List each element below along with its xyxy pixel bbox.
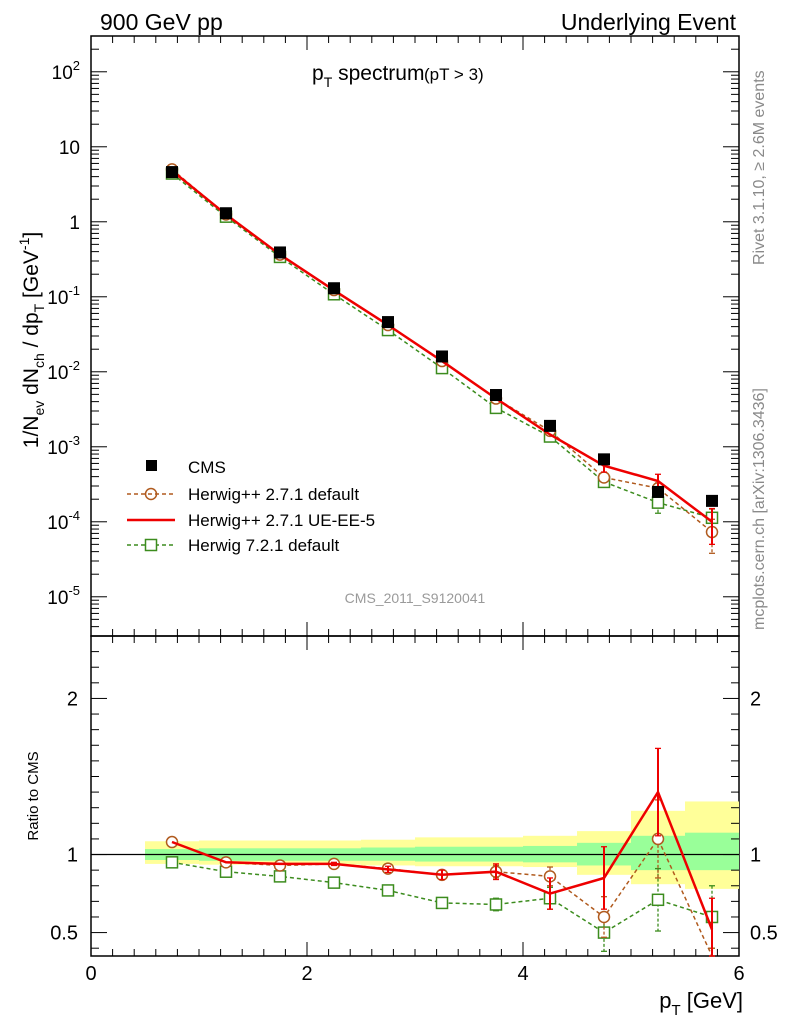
legend: CMS Herwig++ 2.7.1 default Herwig++ 2.7.… — [127, 458, 375, 555]
x-tick-label: 2 — [301, 963, 312, 985]
legend-cms-marker — [146, 460, 157, 471]
title-p: p — [312, 62, 324, 85]
main-y-tick-label: 102 — [52, 58, 80, 84]
header-right: Underlying Event — [561, 9, 737, 35]
main-herwigpp-default-point — [597, 471, 611, 484]
main-y-tick-labels: 10-5 10-4 10-3 10-2 10-1 1 10 102 — [47, 58, 80, 609]
ratio-y-tick-label-left: 2 — [67, 688, 78, 710]
ratio-herwig721-point — [489, 898, 503, 911]
uncertainty-bands — [91, 801, 739, 889]
ratio-herwig721-point — [327, 876, 341, 889]
main-cms-point — [706, 494, 718, 507]
title-sub: T — [324, 74, 333, 90]
main-y-tick-label: 10 — [59, 138, 80, 159]
ratio-herwigpp-default-point — [273, 859, 287, 872]
x-tick-label: 6 — [733, 963, 744, 985]
main-cms-point — [652, 485, 664, 498]
x-tick-label: 4 — [517, 963, 528, 985]
ratio-herwig721-point — [381, 884, 395, 897]
main-y-tick-label: 10-5 — [47, 583, 80, 609]
main-cms-point — [544, 419, 556, 432]
mcplots-label: mcplots.cern.ch [arXiv:1306.3436] — [751, 388, 768, 630]
main-cms-point — [328, 282, 340, 295]
ratio-herwig721-point — [435, 896, 449, 910]
ratio-panel-frame — [90, 635, 740, 957]
main-cms-point — [436, 350, 448, 363]
ratio-y-tick-label-left: 1 — [67, 845, 78, 867]
plot-title-cut: (pT > 3) — [424, 65, 484, 84]
x-axis-label: pT [GeV] — [659, 988, 743, 1019]
analysis-watermark: CMS_2011_S9120041 — [345, 590, 486, 606]
main-cms-point — [166, 166, 178, 179]
main-cms-point — [382, 316, 394, 329]
main-cms-point — [220, 207, 232, 220]
legend-herwig721-marker — [144, 538, 158, 552]
main-cms-point — [274, 246, 286, 259]
main-y-tick-label: 10-3 — [47, 433, 80, 459]
ratio-herwig721-point — [651, 893, 665, 907]
band-inner — [685, 832, 739, 871]
axis-ticks: 0 2 4 6 0.5 0.5 1 1 2 2 — [50, 35, 778, 985]
main-cms-point — [598, 453, 610, 466]
rivet-label: Rivet 3.1.10, ≥ 2.6M events — [751, 70, 768, 265]
ratio-y-tick-label-right: 2 — [750, 688, 761, 710]
ratio-y-tick-label-right: 1 — [750, 845, 761, 867]
legend-cms-label: CMS — [188, 458, 226, 477]
ratio-herwigpp-default-point — [597, 910, 611, 924]
legend-herwigpp-default-marker — [144, 487, 158, 501]
main-herwigpp_ueee5-line — [171, 169, 713, 523]
legend-herwigpp-ueee5-label: Herwig++ 2.7.1 UE-EE-5 — [188, 511, 375, 530]
legend-herwigpp-default-label: Herwig++ 2.7.1 default — [188, 485, 359, 504]
main-y-tick-label: 10-4 — [47, 508, 80, 534]
ratio-herwig721-point — [273, 870, 287, 883]
ratio-y-tick-label-right: 0.5 — [750, 923, 778, 945]
ratio-y-axis-label: Ratio to CMS — [25, 751, 42, 840]
main-y-tick-label: 1 — [69, 213, 80, 234]
x-tick-label: 0 — [85, 963, 96, 985]
plot-title: pT spectrum — [312, 62, 424, 90]
ratio-y-tick-label-left: 0.5 — [50, 923, 78, 945]
main-y-tick-label: 10-1 — [47, 283, 80, 309]
main-herwig721-point — [651, 496, 665, 509]
main-y-axis-label: 1/Nev dNch / dpT [GeV-1] — [16, 232, 47, 448]
ratio-herwig721-point — [165, 856, 179, 869]
header-left: 900 GeV pp — [100, 9, 223, 35]
title-rest: spectrum — [332, 62, 424, 85]
main-y-tick-label: 10-2 — [47, 358, 80, 384]
main-cms-point — [490, 389, 502, 402]
legend-herwig721-label: Herwig 7.2.1 default — [188, 536, 339, 555]
main-herwig721-line — [171, 172, 713, 519]
series-marks — [165, 163, 719, 957]
